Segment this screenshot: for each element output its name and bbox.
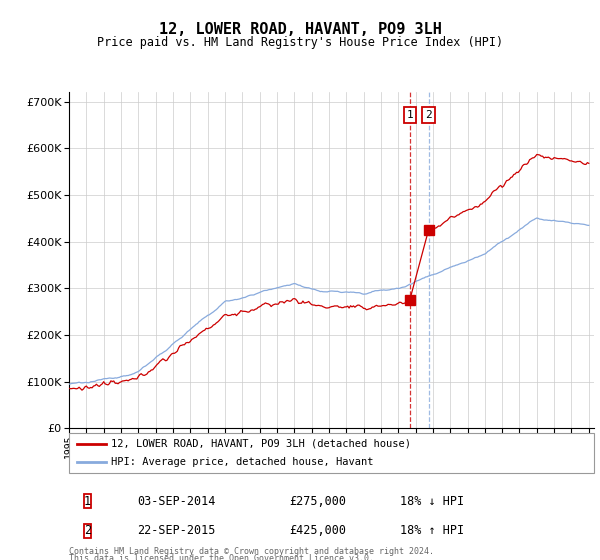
- Text: Price paid vs. HM Land Registry's House Price Index (HPI): Price paid vs. HM Land Registry's House …: [97, 36, 503, 49]
- Text: This data is licensed under the Open Government Licence v3.0.: This data is licensed under the Open Gov…: [69, 554, 374, 560]
- Text: 18% ↑ HPI: 18% ↑ HPI: [400, 524, 464, 538]
- FancyBboxPatch shape: [69, 433, 594, 473]
- Text: 1: 1: [84, 494, 91, 507]
- Text: 2: 2: [84, 524, 91, 538]
- Text: 1: 1: [406, 110, 413, 120]
- Text: 12, LOWER ROAD, HAVANT, PO9 3LH: 12, LOWER ROAD, HAVANT, PO9 3LH: [158, 22, 442, 38]
- Text: 18% ↓ HPI: 18% ↓ HPI: [400, 494, 464, 507]
- Text: 2: 2: [425, 110, 432, 120]
- Text: 03-SEP-2014: 03-SEP-2014: [137, 494, 215, 507]
- Text: £275,000: £275,000: [290, 494, 347, 507]
- Text: 12, LOWER ROAD, HAVANT, PO9 3LH (detached house): 12, LOWER ROAD, HAVANT, PO9 3LH (detache…: [111, 439, 411, 449]
- Text: HPI: Average price, detached house, Havant: HPI: Average price, detached house, Hava…: [111, 458, 373, 467]
- Text: £425,000: £425,000: [290, 524, 347, 538]
- Text: 22-SEP-2015: 22-SEP-2015: [137, 524, 215, 538]
- Text: Contains HM Land Registry data © Crown copyright and database right 2024.: Contains HM Land Registry data © Crown c…: [69, 547, 434, 556]
